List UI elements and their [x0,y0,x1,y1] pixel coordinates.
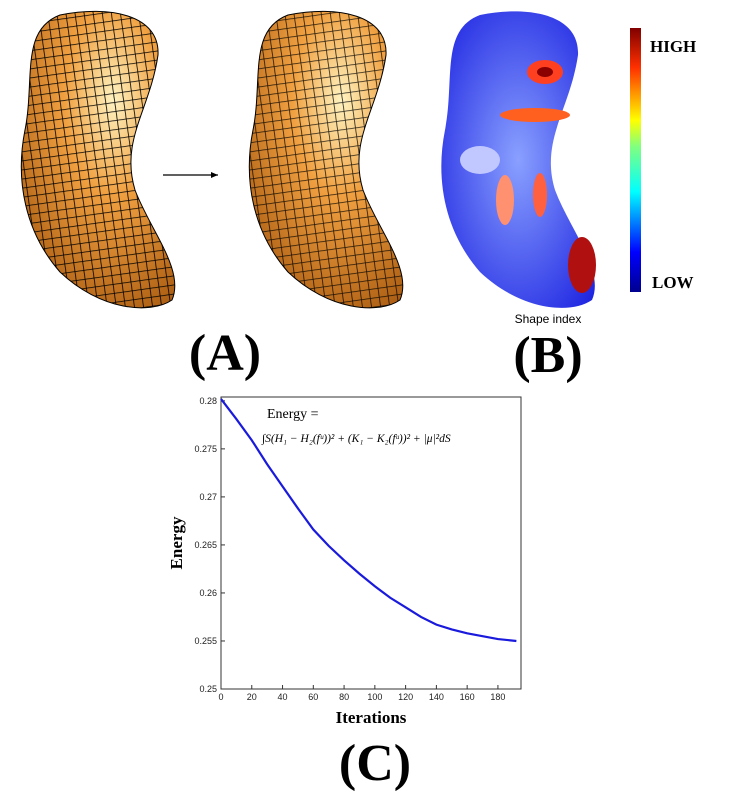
y-tick-label: 0.275 [194,444,217,454]
x-axis-label: Iterations [336,708,407,727]
x-tick-label: 100 [367,692,382,702]
colorbar-high: HIGH [650,37,696,56]
x-tick-label: 140 [429,692,444,702]
arrow [163,172,218,178]
surface-a2 [248,10,404,309]
x-tick-label: 180 [490,692,505,702]
panel-label: (C) [339,735,411,792]
colorbar [630,28,641,292]
annotation: Energy = [267,407,319,422]
panel-label: (A) [189,325,261,382]
y-axis-label: Energy [167,516,186,569]
y-tick-label: 0.255 [194,636,217,646]
y-tick-label: 0.265 [194,540,217,550]
x-tick-label: 60 [308,692,318,702]
surface-a1 [20,10,176,309]
plot-frame [220,396,522,690]
colorbar-low: LOW [652,273,694,292]
x-tick-label: 20 [247,692,257,702]
x-tick-label: 120 [398,692,413,702]
x-tick-label: 0 [218,692,223,702]
line-series [220,398,517,643]
y-tick-label: 0.27 [199,492,217,502]
y-tick-label: 0.26 [199,588,217,598]
chart: Energy = ∫S(H₁ − H₂(fᵘ))² + (K₁ − K₂(fᵘ)… [167,396,522,727]
x-tick-label: 80 [339,692,349,702]
y-tick-label: 0.28 [199,396,217,406]
x-tick-label: 160 [460,692,475,702]
y-tick-label: 0.25 [199,684,217,694]
colorbar-caption: Shape index [515,312,582,326]
annotation: ∫S(H₁ − H₂(fᵘ))² + (K₁ − K₂(fᵘ))² + |μ|²… [261,433,451,445]
x-tick-label: 40 [278,692,288,702]
surface-b [441,11,596,308]
panel-label: (B) [513,327,582,384]
